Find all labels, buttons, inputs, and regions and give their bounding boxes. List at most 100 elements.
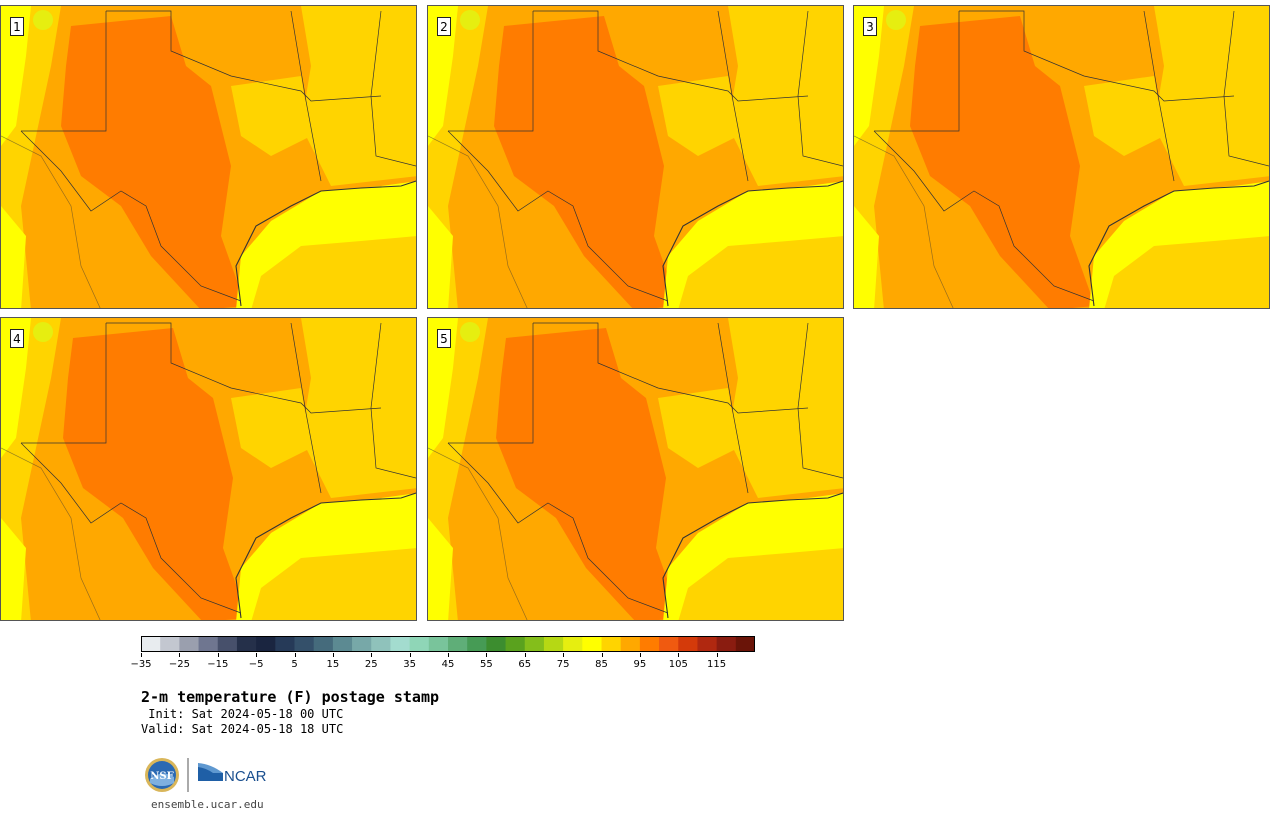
hot-core-region [496, 328, 681, 620]
map-panel-3: 3 [853, 5, 1270, 309]
panel-label: 4 [10, 329, 24, 348]
colorbar-swatch [371, 636, 391, 652]
state-border-line [106, 322, 382, 414]
west-cool-region [1, 318, 31, 458]
init-time: Init: Sat 2024-05-18 00 UTC [141, 707, 344, 721]
colorbar-swatch [678, 636, 698, 652]
colorbar-tick-label: −5 [248, 659, 264, 670]
panel-label: 1 [10, 17, 24, 36]
colorbar-swatch [467, 636, 487, 652]
colorbar-tick [256, 653, 258, 657]
mexico-border-line [447, 442, 669, 614]
colorbar-tick [371, 653, 373, 657]
colorbar-tick [563, 653, 565, 657]
mountain-green-spot [460, 322, 480, 342]
colorbar-swatch [198, 636, 219, 652]
mountain-green-spot [33, 10, 53, 30]
colorbar-swatch [697, 636, 718, 652]
panel-label: 2 [437, 17, 451, 36]
valid-time: Valid: Sat 2024-05-18 18 UTC [141, 722, 344, 736]
mexico-state-line [1, 135, 101, 308]
colorbar-swatch [160, 636, 180, 652]
colorbar-swatch [313, 636, 334, 652]
southwest-cool-region [854, 206, 879, 308]
map-svg [428, 318, 843, 620]
colorbar-swatch [735, 636, 755, 652]
map-svg [1, 6, 416, 308]
colorbar-swatch [659, 636, 679, 652]
map-panel-2: 2 [427, 5, 844, 309]
colorbar-tick-label: 105 [668, 659, 688, 670]
colorbar-swatch [217, 636, 238, 652]
southwest-cool-region [1, 518, 26, 620]
colorbar-swatch [236, 636, 257, 652]
colorbar-tick-label: 15 [326, 659, 340, 670]
central-mild-patch [1084, 76, 1164, 156]
mexico-state-line [854, 135, 954, 308]
mexico-state-line [428, 135, 528, 308]
colorbar-swatch [352, 636, 372, 652]
mexico-border-line [447, 130, 669, 302]
colorbar-swatch [563, 636, 583, 652]
state-border-line [874, 11, 960, 132]
west-cool-region [1, 6, 31, 146]
state-border-line [290, 322, 322, 494]
panel-label: 5 [437, 329, 451, 348]
colorbar-swatch [601, 636, 622, 652]
map-svg [1, 318, 416, 620]
state-border-line [533, 10, 809, 102]
colorbar-tick [217, 653, 219, 657]
west-cool-region [854, 6, 884, 146]
colorbar-swatch [294, 636, 315, 652]
colorbar-swatch [179, 636, 200, 652]
colorbar-ticks: −35 −25 −15 −5 5 15 25 35 45 55 65 75 85 95 105 115 [130, 653, 755, 673]
state-border-line [717, 10, 749, 182]
central-mild-patch [231, 76, 311, 156]
hot-core-region [494, 16, 679, 308]
map-panel-5: 5 [427, 317, 844, 621]
colorbar-tick [678, 653, 680, 657]
central-mild-patch [658, 76, 738, 156]
colorbar-tick-label: 65 [518, 659, 532, 670]
colorbar-tick-label: 5 [291, 659, 298, 670]
state-border-line [21, 11, 107, 132]
colorbar-swatch [543, 636, 564, 652]
coastline [1088, 180, 1269, 307]
southwest-cool-region [428, 518, 453, 620]
central-mild-patch [658, 388, 738, 468]
colorbar-tick-label: −15 [207, 659, 229, 670]
state-border-line [717, 322, 749, 494]
state-border-line [1143, 10, 1175, 182]
mexico-border-line [873, 130, 1095, 302]
gulf-deep-water [678, 236, 843, 308]
mexico-state-line [1, 447, 101, 620]
colorbar-swatch [409, 636, 430, 652]
colorbar-swatch [141, 636, 161, 652]
mountain-green-spot [886, 10, 906, 30]
hot-core-region [61, 16, 246, 308]
colorbar-tick [141, 653, 142, 657]
product-title: 2-m temperature (F) postage stamp [141, 688, 440, 706]
colorbar-frame [141, 636, 755, 652]
colorbar-swatch [524, 636, 545, 652]
panel-label: 3 [863, 17, 877, 36]
gulf-deep-water [1104, 236, 1269, 308]
west-cool-region [428, 318, 458, 458]
coastline [235, 492, 416, 619]
logos: NSF NCAR [145, 758, 267, 792]
state-border-line [959, 10, 1235, 102]
colorbar-swatch [428, 636, 449, 652]
state-border-line [1223, 10, 1269, 167]
colorbar-tick [601, 653, 603, 657]
state-border-line [448, 323, 534, 444]
coastline [662, 492, 843, 619]
coastline [235, 180, 416, 307]
northeast-mild-region [301, 318, 416, 498]
northeast-mild-region [1154, 6, 1269, 186]
colorbar-swatch [332, 636, 353, 652]
colorbar-tick-label: −25 [168, 659, 190, 670]
colorbar-swatch [716, 636, 737, 652]
state-border-line [370, 10, 416, 167]
state-border-line [533, 322, 809, 414]
site-url: ensemble.ucar.edu [151, 798, 264, 811]
